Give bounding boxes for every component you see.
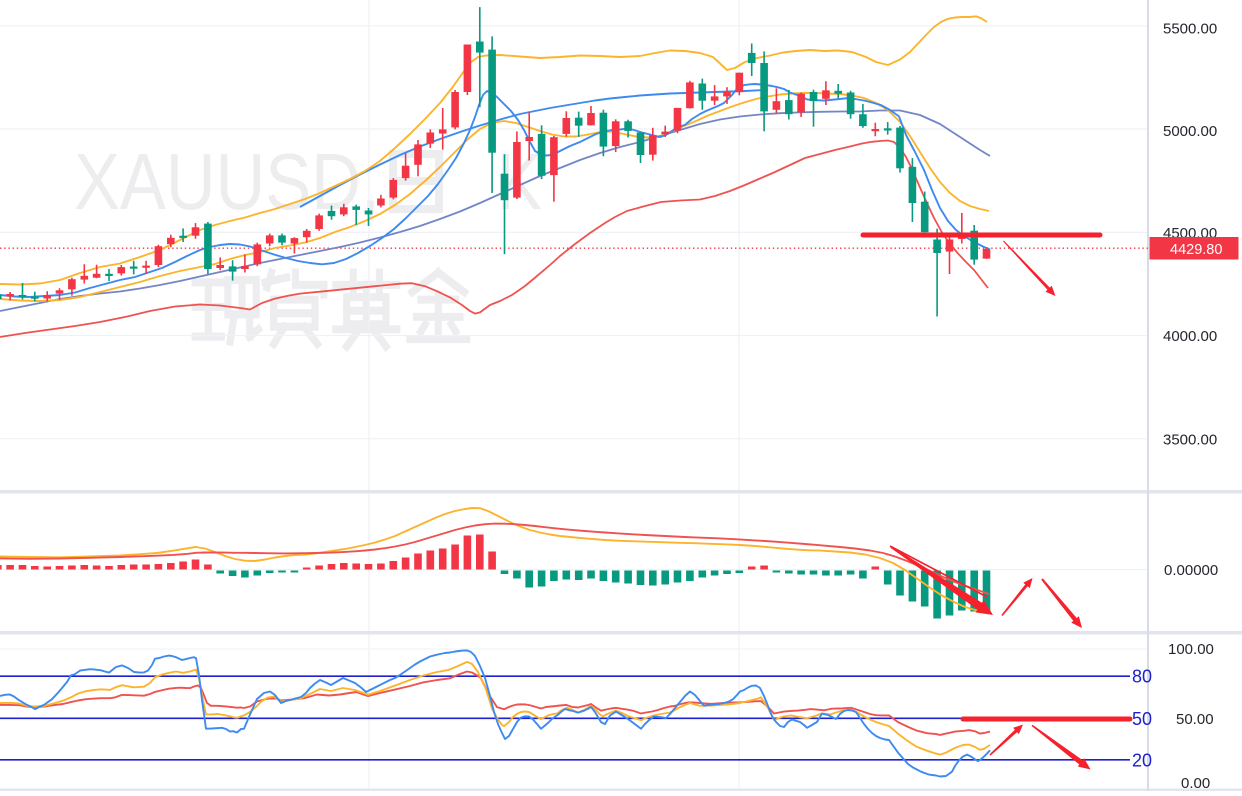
svg-text:0.00000: 0.00000 [1164, 562, 1218, 579]
svg-text:5500.00: 5500.00 [1163, 21, 1217, 38]
svg-text:50.00: 50.00 [1176, 711, 1214, 728]
svg-text:20: 20 [1132, 750, 1152, 770]
svg-text:4429.80: 4429.80 [1170, 242, 1222, 258]
svg-text:4000.00: 4000.00 [1163, 328, 1217, 345]
svg-text:80: 80 [1132, 667, 1152, 687]
svg-text:0.00: 0.00 [1181, 775, 1210, 791]
svg-text:3500.00: 3500.00 [1163, 432, 1217, 449]
svg-text:50: 50 [1132, 709, 1152, 729]
svg-text:5000.00: 5000.00 [1163, 123, 1217, 140]
svg-text:100.00: 100.00 [1168, 641, 1214, 658]
